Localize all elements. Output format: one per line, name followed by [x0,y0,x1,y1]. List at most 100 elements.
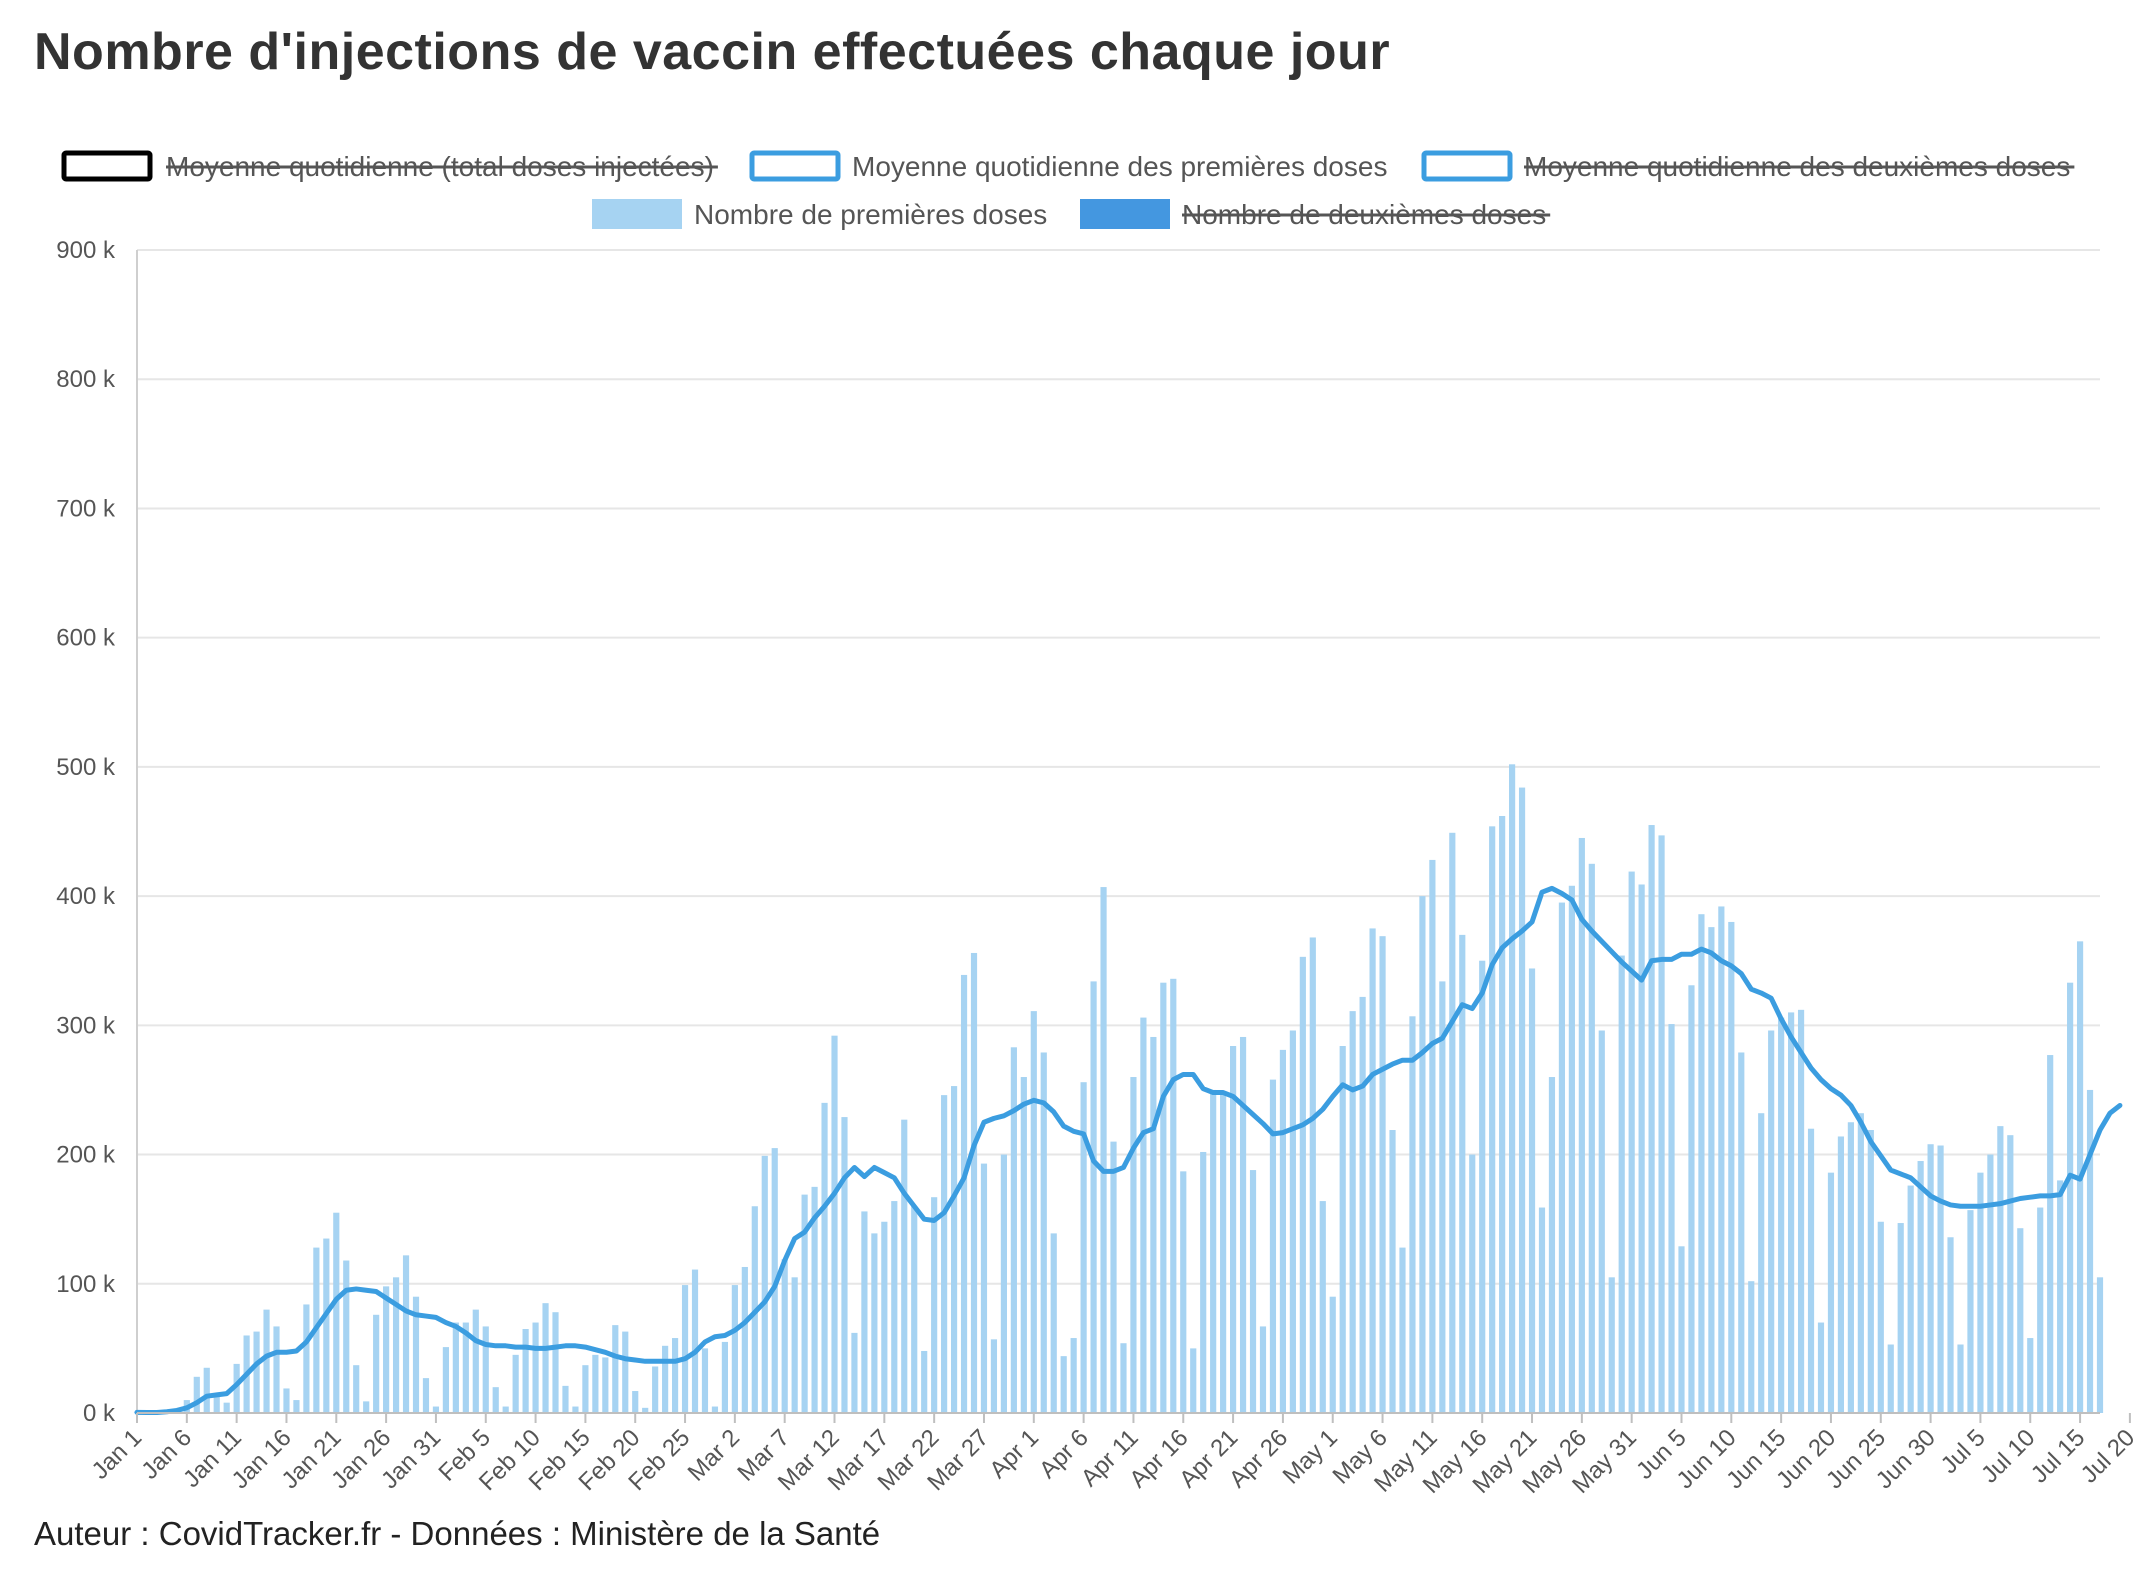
legend-item: Moyenne quotidienne des premières doses [749,150,1387,182]
bar [383,1286,390,1413]
bar [452,1322,459,1413]
bar [1758,1113,1765,1413]
bar [2037,1207,2044,1413]
bar [1220,1091,1227,1413]
bar [273,1326,280,1413]
bar [193,1376,200,1413]
bar [1608,1277,1615,1413]
y-tick-label: 0 k [83,1400,116,1427]
y-tick-label: 800 k [56,366,116,393]
bar [1499,815,1506,1413]
bar [1638,884,1645,1413]
legend-label: Moyenne quotidienne des premières doses [852,151,1387,182]
bar [1210,1089,1217,1413]
bar [1429,859,1436,1413]
bar [263,1309,270,1413]
x-tick-label: Jul 15 [2026,1424,2090,1488]
bar [1289,1030,1296,1413]
bar [522,1329,529,1413]
bar [831,1035,838,1413]
bar [1927,1144,1934,1413]
bar [1050,1233,1057,1413]
bar [1827,1172,1835,1413]
bar [1897,1223,1904,1413]
x-tick-label: Mar 2 [683,1424,745,1486]
bar [1857,1113,1864,1413]
bar [671,1338,679,1413]
bar [203,1367,210,1413]
bar [343,1260,350,1413]
bar [1020,1077,1027,1413]
bar [1648,825,1655,1413]
bar [1070,1338,1077,1413]
legend-item: Nombre de deuxièmes doses [1080,199,1551,230]
bar [542,1303,549,1413]
bar [2007,1135,2014,1413]
bar [1000,1154,1007,1413]
bar [1030,1011,1037,1413]
bar [1060,1356,1067,1413]
bar [1698,914,1705,1413]
chart-gridlines [137,249,2100,1414]
bar [1558,902,1566,1413]
legend-swatch-bar [1080,199,1170,229]
bar [761,1155,768,1413]
bar [1937,1145,1944,1413]
bar [373,1314,380,1413]
bar [283,1388,290,1413]
bar [1568,885,1575,1413]
line-series-first-doses-average [134,885,2123,1415]
bar [582,1365,589,1413]
bar [691,1269,699,1413]
bar [1628,871,1635,1413]
bar [1269,1079,1277,1413]
bar [921,1350,928,1413]
bar [2017,1228,2024,1413]
y-tick-label: 300 k [56,1012,116,1039]
bar [422,1378,430,1413]
bar [1718,906,1725,1413]
bar [741,1266,748,1413]
bar [412,1296,420,1413]
legend-item: Moyenne quotidienne (total doses injecté… [61,150,718,182]
bar [911,1206,918,1413]
bar [1588,863,1595,1413]
bar [1668,1024,1675,1413]
bar [1459,934,1466,1413]
bar [1907,1185,1914,1413]
bar [472,1309,479,1413]
bar [602,1357,609,1413]
bar [622,1331,629,1413]
bar [1259,1326,1267,1413]
bar [642,1407,649,1413]
bar [1768,1030,1775,1413]
bar [1788,1012,1795,1413]
bar [1987,1154,1994,1413]
bar [1797,1009,1805,1413]
bar [1110,1141,1117,1413]
bar [1010,1047,1017,1413]
bar [512,1354,519,1413]
bar [1778,1017,1785,1413]
bar [1528,968,1536,1413]
bar [931,1197,938,1413]
bar [1140,1017,1147,1413]
bar [213,1393,220,1413]
bar [1120,1343,1127,1413]
bar [1578,837,1585,1413]
average-line [134,885,2123,1415]
bar [1728,921,1735,1413]
bar [1518,787,1526,1413]
legend-swatch-line [749,150,841,182]
bar [1688,985,1695,1413]
bar [442,1347,449,1413]
y-tick-label: 700 k [56,495,116,522]
legend-item: Nombre de premières doses [592,199,1047,230]
bar [652,1366,659,1413]
bar [1170,978,1177,1413]
bar [2086,1089,2094,1413]
y-tick-label: 600 k [56,625,116,652]
bar [662,1345,669,1413]
